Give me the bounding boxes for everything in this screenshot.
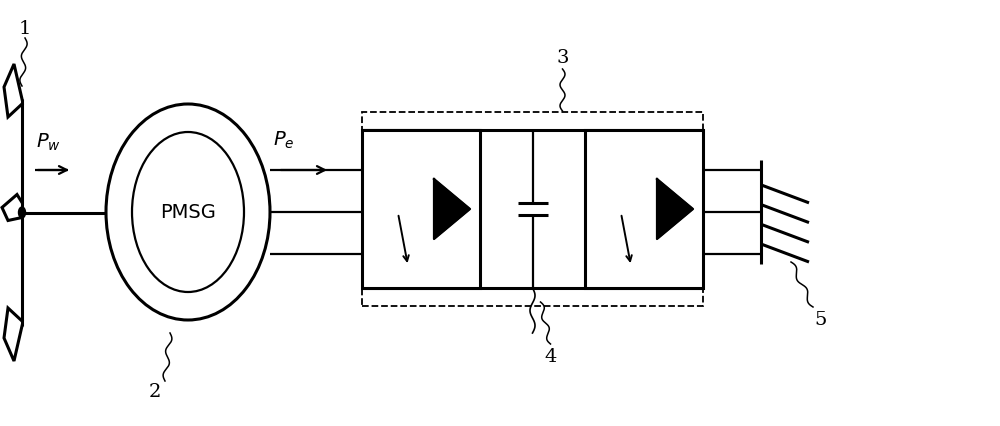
Text: $P_w$: $P_w$ [36, 131, 61, 153]
Polygon shape [434, 180, 470, 239]
Text: PMSG: PMSG [160, 203, 216, 222]
Text: $P_e$: $P_e$ [273, 130, 295, 151]
Text: 1: 1 [19, 20, 31, 38]
Text: 3: 3 [556, 49, 569, 67]
Ellipse shape [18, 207, 26, 219]
Bar [362, 113, 703, 306]
Polygon shape [657, 180, 693, 239]
Bar [362, 131, 480, 288]
Text: 2: 2 [149, 382, 161, 400]
Ellipse shape [132, 132, 244, 292]
Ellipse shape [106, 105, 270, 320]
Bar [480, 131, 585, 288]
Bar [585, 131, 703, 288]
Text: 4: 4 [544, 347, 557, 365]
Text: 5: 5 [815, 310, 827, 328]
